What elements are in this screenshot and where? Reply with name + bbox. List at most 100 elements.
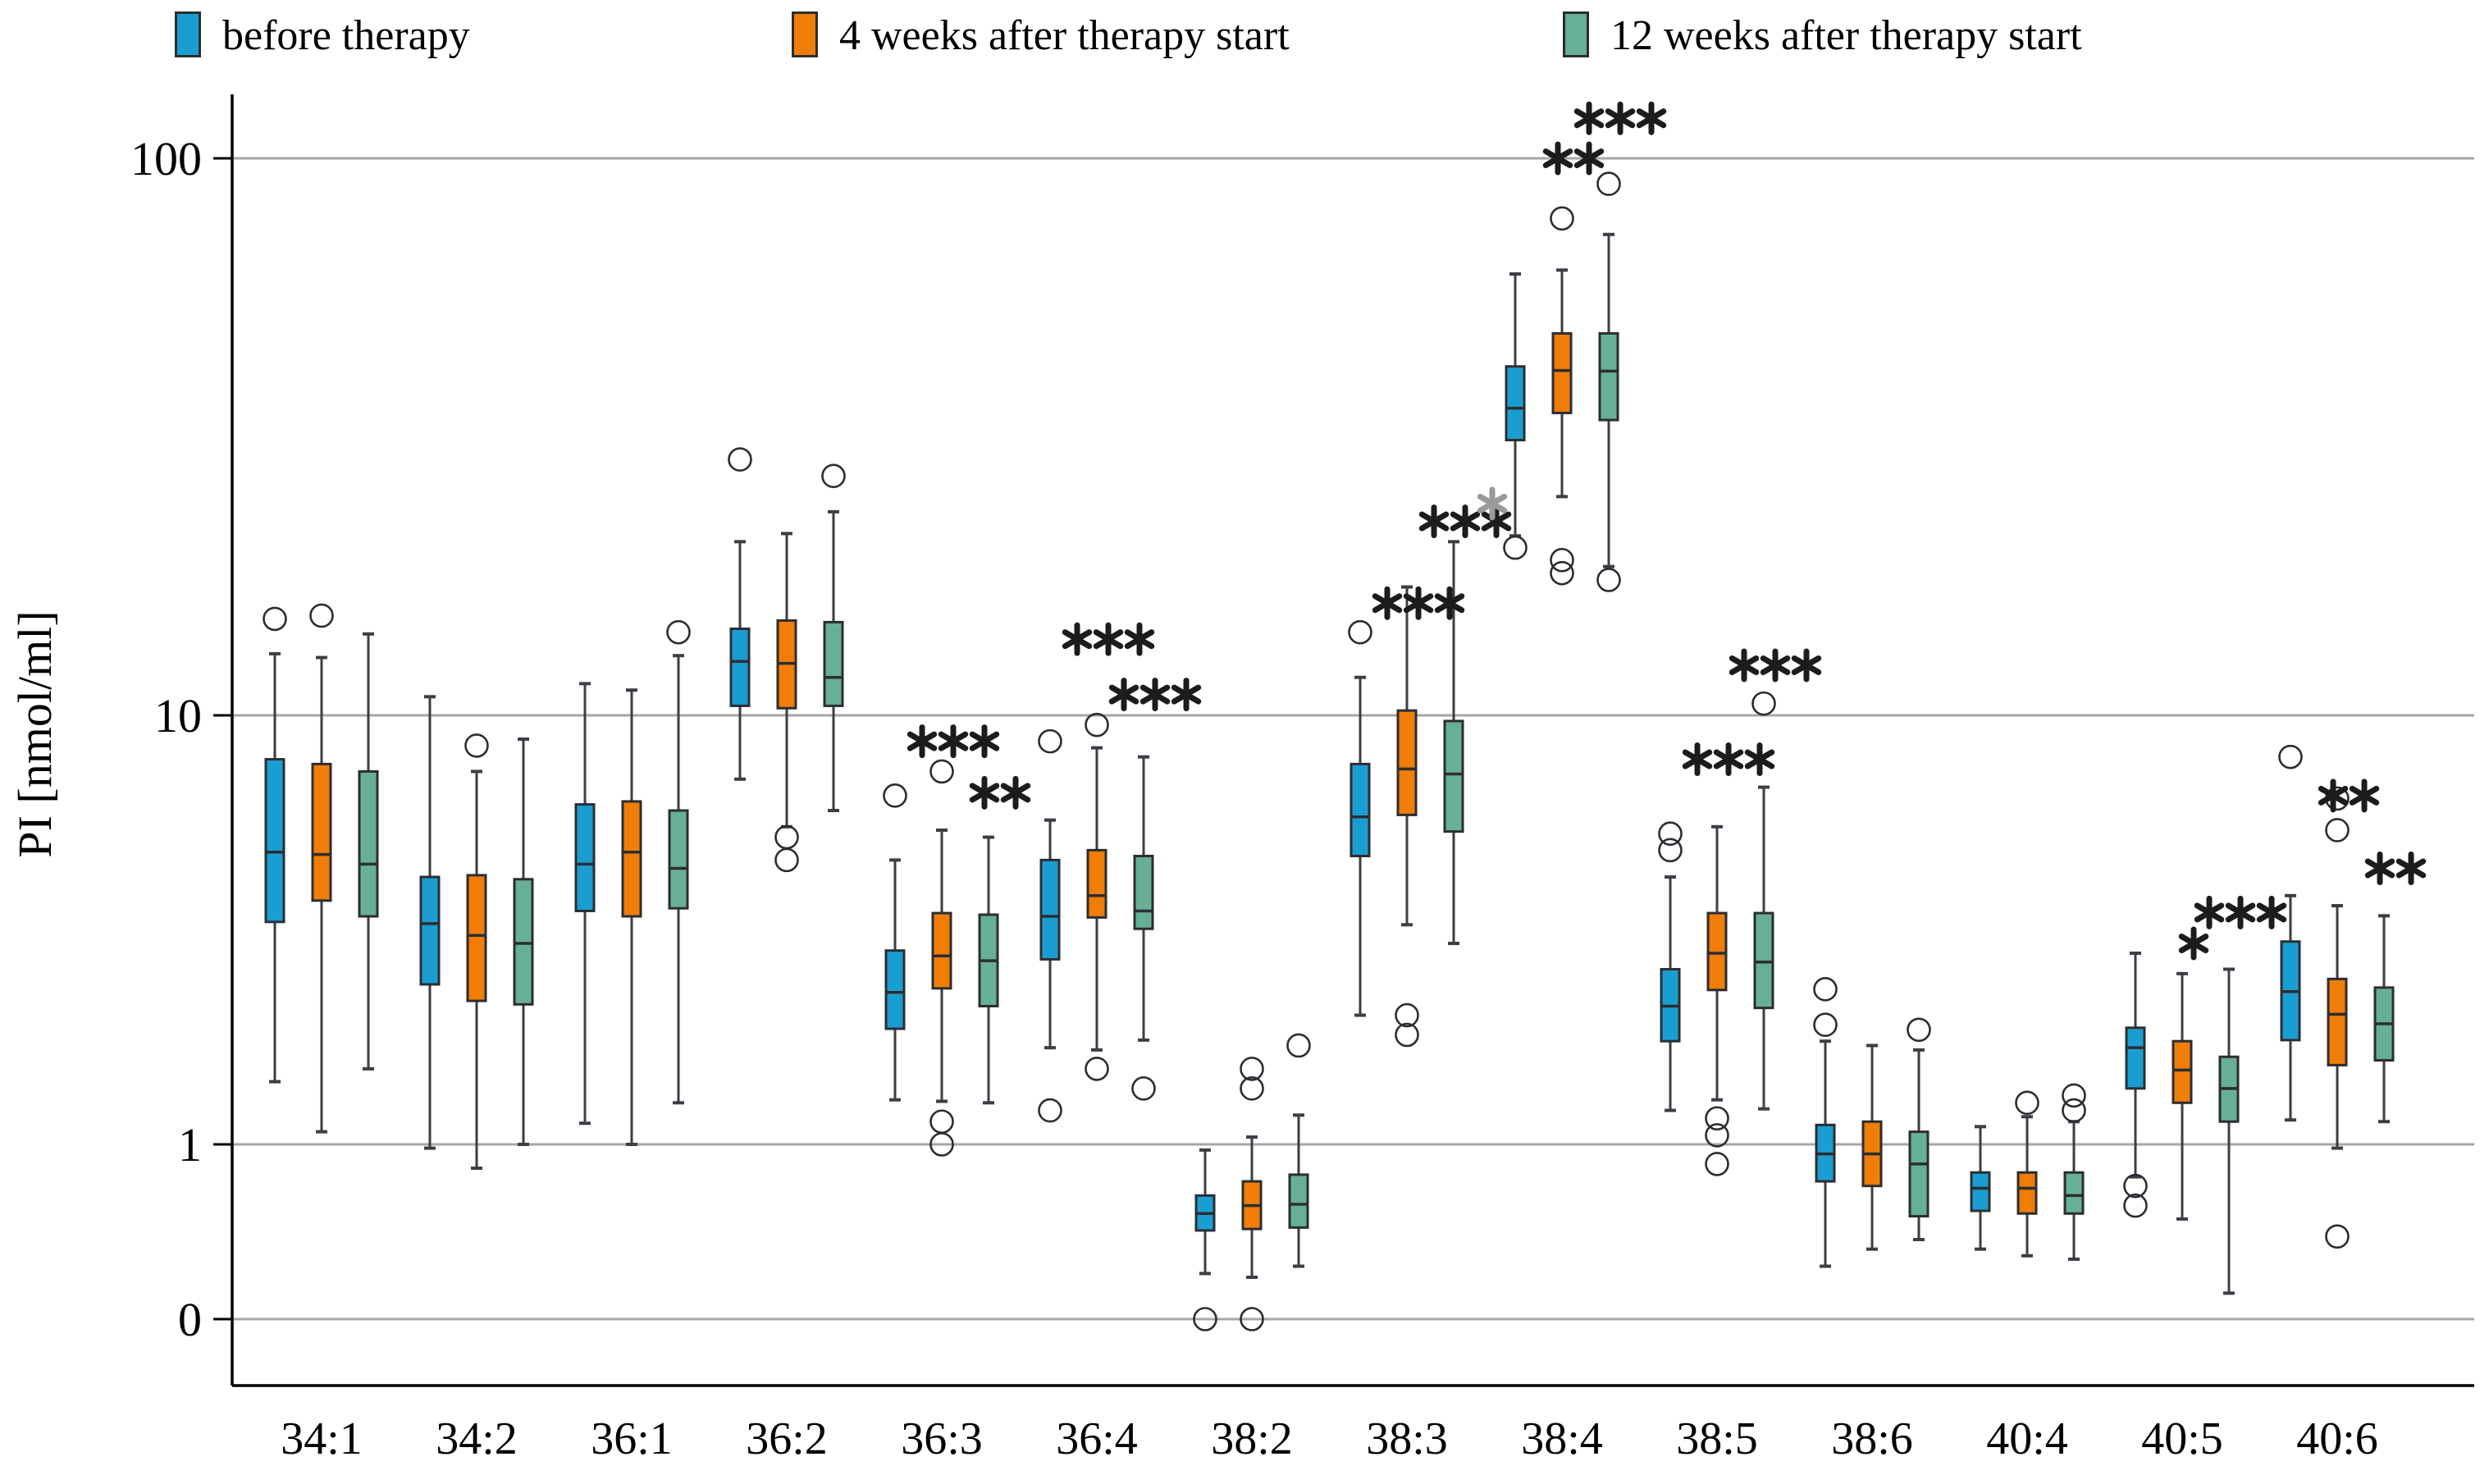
outlier	[929, 1109, 954, 1135]
box-34:2-s1	[464, 733, 489, 1171]
outlier	[2123, 1173, 2148, 1199]
outlier	[1240, 1307, 1264, 1331]
outlier	[1193, 1307, 1217, 1331]
x-category-label-34:1: 34:1	[281, 1413, 363, 1464]
outlier	[1813, 977, 1838, 1002]
significance-38:5-s2	[1729, 648, 1822, 683]
box-36:4-s1	[1085, 712, 1109, 1081]
outlier	[1240, 1057, 1264, 1081]
outlier	[1596, 568, 1621, 592]
outlier	[464, 733, 489, 758]
outlier	[666, 619, 691, 645]
x-category-label-38:5: 38:5	[1676, 1413, 1758, 1464]
outlier	[1813, 1012, 1838, 1038]
outlier	[1705, 1152, 1729, 1176]
outlier	[1705, 1106, 1729, 1131]
outlier	[1395, 1022, 1419, 1048]
y-tick-label-100: 100	[130, 132, 202, 185]
legend-swatch-12-weeks	[1563, 11, 1589, 57]
outlier	[728, 447, 752, 472]
outlier	[1751, 691, 1776, 716]
outlier	[1907, 1017, 1931, 1043]
box-38:3-s1	[1395, 585, 1419, 1048]
x-category-label-40:4: 40:4	[1986, 1413, 2068, 1464]
box-34:1-s2	[358, 632, 379, 1071]
outlier	[2062, 1098, 2086, 1123]
significance-40:5-s2	[2194, 895, 2287, 929]
box-38:4-s1	[1550, 206, 1574, 586]
significance-36:4-s2	[1108, 678, 1202, 712]
box-38:6-s0	[1813, 977, 1838, 1268]
box-40:5-s0	[2123, 951, 2148, 1218]
significance-36:3-s2	[969, 775, 1031, 810]
box-38:5-s2	[1751, 691, 1776, 1111]
outlier	[1658, 838, 1683, 863]
legend-label-before-therapy: before therapy	[222, 12, 470, 59]
outlier	[774, 824, 799, 850]
box-40:4-s0	[1970, 1125, 1991, 1251]
x-category-label-36:3: 36:3	[901, 1413, 983, 1464]
legend-item-12-weeks: 12 weeks after therapy start	[1563, 0, 2082, 72]
box-38:2-s1	[1240, 1057, 1264, 1331]
outlier	[1286, 1033, 1311, 1058]
box-38:2-s2	[1286, 1033, 1311, 1268]
significance-38:5-s1	[1682, 742, 1775, 777]
x-category-label-40:5: 40:5	[2141, 1413, 2223, 1464]
legend-label-4-weeks: 4 weeks after therapy start	[839, 12, 1290, 59]
outlier	[1550, 560, 1574, 586]
box-34:2-s2	[513, 737, 534, 1146]
box-40:6-s0	[2278, 744, 2303, 1122]
box-36:4-s0	[1038, 728, 1062, 1123]
box-36:2-s2	[821, 463, 846, 813]
box-38:4-s2	[1596, 171, 1621, 592]
significance-38:4-s0	[1477, 486, 1508, 521]
box-36:1-s0	[574, 682, 596, 1126]
box-34:1-s0	[263, 606, 287, 1084]
box-40:6-s1	[2325, 786, 2350, 1249]
outlier	[1038, 728, 1062, 754]
y-tick-label-10: 10	[154, 689, 202, 742]
legend-swatch-4-weeks	[792, 11, 818, 57]
box-38:5-s0	[1658, 821, 1683, 1112]
significance-40:6-s2	[2364, 851, 2427, 885]
y-axis-title: PI [nmol/ml]	[8, 610, 62, 857]
box-36:3-s2	[978, 835, 999, 1105]
box-36:2-s1	[774, 532, 799, 873]
box-38:6-s2	[1907, 1017, 1931, 1242]
outlier	[2325, 1224, 2350, 1249]
box-36:2-s0	[728, 447, 752, 781]
legend-swatch-before-therapy	[175, 11, 201, 57]
outlier	[1240, 1076, 1264, 1101]
box-40:5-s1	[2172, 971, 2193, 1221]
box-40:6-s2	[2373, 914, 2395, 1124]
box-34:2-s0	[419, 695, 441, 1150]
significance-40:6-s1	[2318, 779, 2380, 813]
significance-38:3-s1	[1372, 586, 1465, 620]
box-40:5-s2	[2218, 967, 2240, 1295]
box-36:1-s2	[666, 619, 691, 1105]
significance-38:4-s2	[1573, 101, 1667, 135]
outlier	[263, 606, 287, 632]
significance-38:4-s1	[1542, 141, 1605, 176]
box-34:1-s1	[309, 603, 334, 1134]
outlier	[1503, 535, 1528, 560]
outlier	[821, 463, 846, 488]
significance-36:4-s1	[1062, 622, 1155, 656]
outlier	[1085, 712, 1109, 737]
outlier	[2015, 1090, 2039, 1116]
outlier	[1131, 1076, 1156, 1101]
box-36:3-s0	[883, 783, 907, 1102]
outlier	[2325, 818, 2350, 842]
outlier	[1348, 619, 1372, 645]
outlier	[309, 603, 334, 628]
series-12-weeks-after-therapy-start	[358, 171, 2395, 1295]
outlier	[1705, 1123, 1729, 1148]
box-38:3-s0	[1348, 619, 1372, 1017]
box-38:6-s1	[1861, 1043, 1883, 1251]
outlier	[1550, 206, 1574, 231]
y-tick-label-0: 0	[178, 1293, 202, 1346]
box-36:4-s2	[1131, 755, 1156, 1101]
legend-item-4-weeks: 4 weeks after therapy start	[792, 0, 1290, 72]
